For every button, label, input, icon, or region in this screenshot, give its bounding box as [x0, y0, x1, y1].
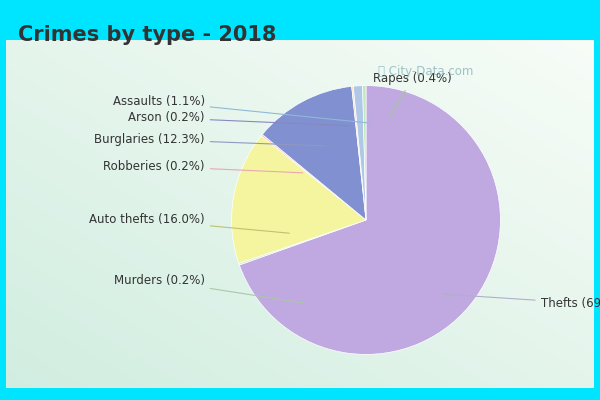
Wedge shape [362, 86, 366, 220]
Text: Rapes (0.4%): Rapes (0.4%) [373, 72, 451, 118]
Wedge shape [352, 86, 366, 220]
Wedge shape [261, 134, 366, 220]
Title: Crimes by type - 2018: Crimes by type - 2018 [19, 25, 277, 45]
Wedge shape [239, 86, 500, 354]
Text: Auto thefts (16.0%): Auto thefts (16.0%) [89, 214, 289, 233]
Text: Robberies (0.2%): Robberies (0.2%) [103, 160, 303, 173]
Text: Burglaries (12.3%): Burglaries (12.3%) [94, 133, 326, 146]
Text: Murders (0.2%): Murders (0.2%) [114, 274, 303, 303]
Text: Arson (0.2%): Arson (0.2%) [128, 111, 350, 126]
Wedge shape [232, 136, 366, 263]
Text: ⓘ City-Data.com: ⓘ City-Data.com [378, 66, 473, 78]
Text: Assaults (1.1%): Assaults (1.1%) [113, 95, 368, 123]
Wedge shape [262, 86, 366, 220]
Wedge shape [353, 86, 366, 220]
Wedge shape [239, 220, 366, 265]
Text: Thefts (69.5%): Thefts (69.5%) [443, 294, 600, 310]
